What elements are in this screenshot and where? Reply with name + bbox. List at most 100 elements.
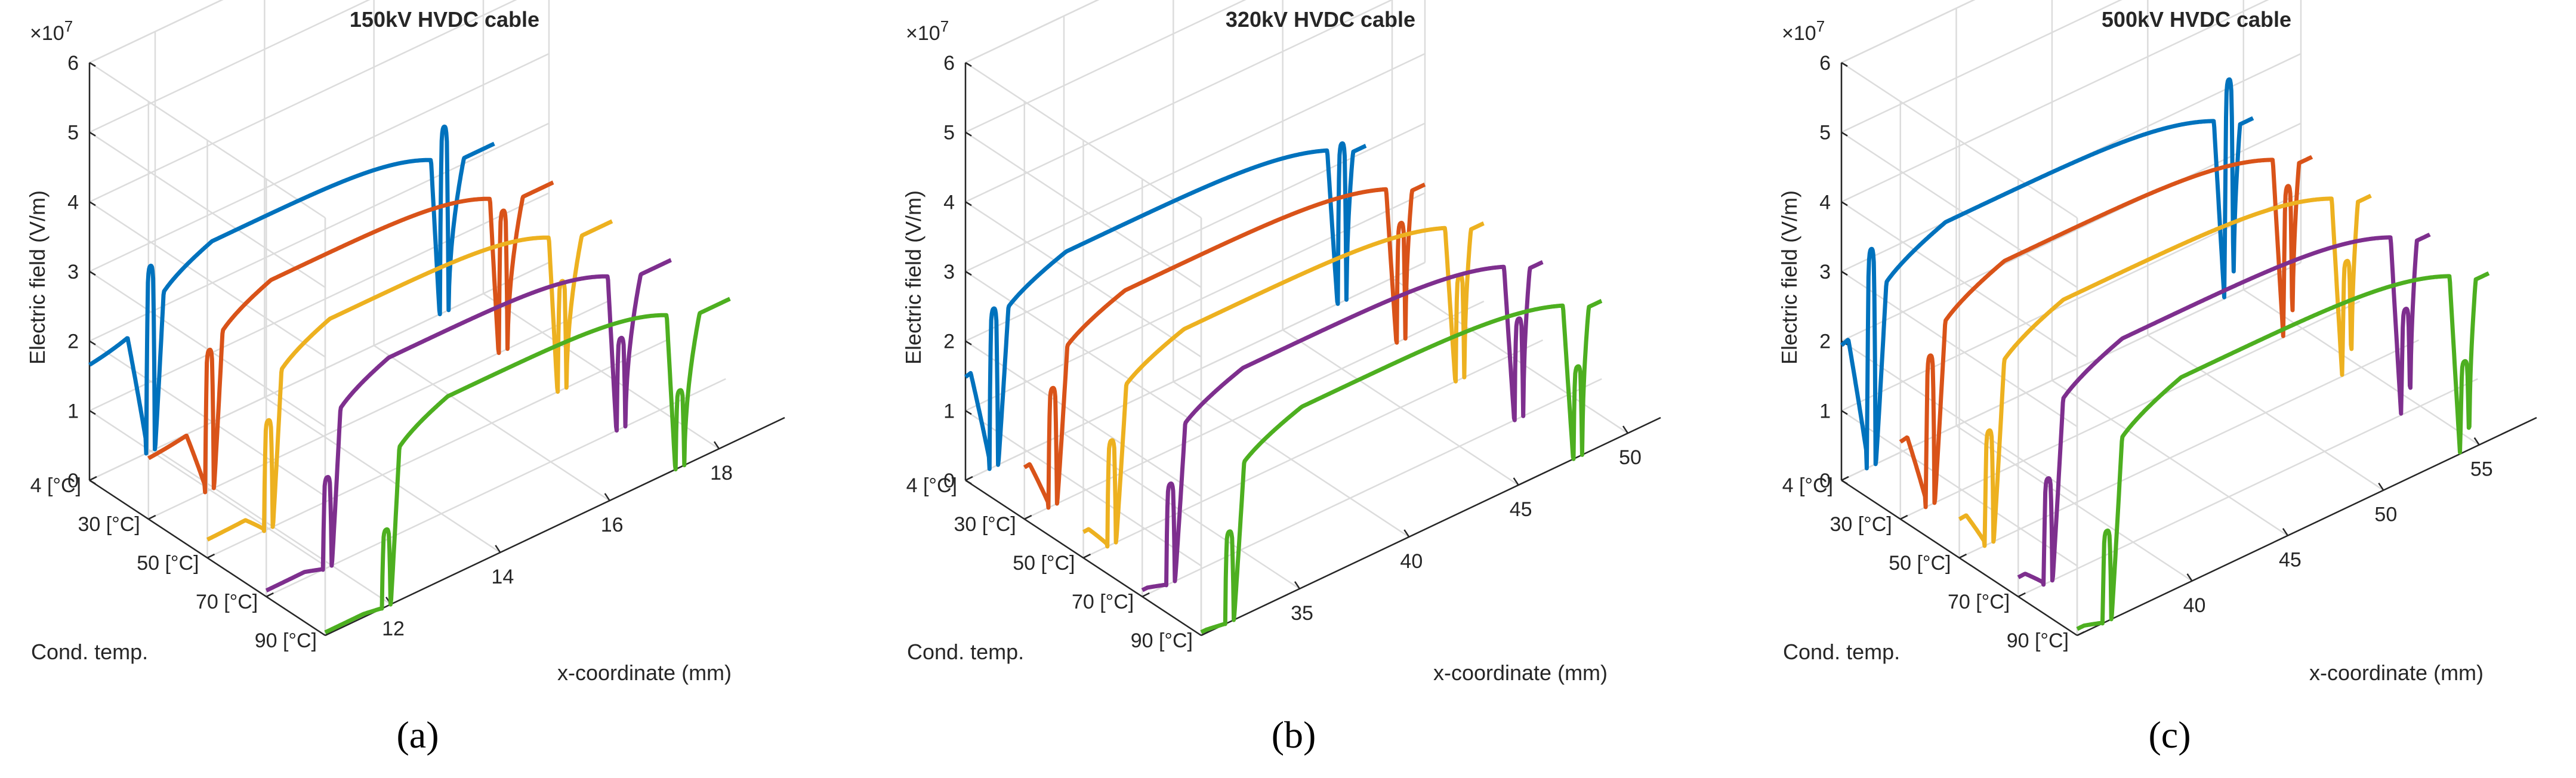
x-tick-label: 14 [491, 566, 514, 588]
x-tick [2282, 528, 2288, 536]
z-tick [1841, 201, 1848, 206]
z-tick-label: 1 [67, 400, 79, 422]
grid-line [89, 261, 550, 481]
y-tick-label: 50 [°C] [137, 552, 199, 575]
grid-line [2017, 378, 2478, 598]
z-tick [89, 410, 96, 415]
y-tick-label: 30 [°C] [954, 513, 1016, 536]
series-line [323, 297, 732, 635]
y-tick [1082, 553, 1091, 559]
y-tick [2077, 631, 2085, 637]
y-tick-label: 90 [°C] [255, 629, 317, 652]
x-tick [1294, 581, 1301, 589]
grid-line [89, 122, 550, 342]
y-tick [266, 592, 274, 598]
series-line [964, 141, 1368, 471]
grid-line [89, 0, 517, 203]
y-tick [1201, 631, 1209, 637]
z-tick-label: 3 [943, 261, 955, 283]
x-axis-title: x-coordinate (mm) [2309, 660, 2484, 685]
z-tick-label: 4 [1819, 191, 1831, 214]
x-tick-label: 16 [601, 514, 624, 536]
grid-line [1841, 0, 2122, 133]
z-tick [89, 201, 96, 206]
y-tick [1958, 553, 1967, 559]
z-tick [965, 201, 972, 206]
series-line [2075, 271, 2491, 631]
y-tick-label: 90 [°C] [1131, 629, 1193, 652]
y-tick-label: 4 [°C] [30, 474, 81, 497]
z-exponent-label: ×107 [906, 17, 949, 45]
z-tick [1841, 61, 1848, 67]
z-axis-title: Electric field (V/m) [901, 190, 925, 365]
chart-title: 150kV HVDC cable [350, 7, 539, 32]
z-tick-label: 2 [943, 331, 955, 353]
grid-line [1841, 0, 1976, 64]
grid-line [266, 378, 726, 598]
series-line [264, 258, 673, 592]
caption-a: (a) [396, 714, 439, 756]
y-tick [1024, 514, 1032, 520]
y-tick [1841, 476, 1849, 481]
caption-c: (c) [2148, 714, 2191, 756]
y-tick-label: 50 [°C] [1013, 552, 1075, 575]
grid-line [89, 53, 550, 273]
grid-line [89, 0, 224, 64]
x-axis-line [325, 416, 785, 637]
series-line [1082, 221, 1485, 549]
grid-line [1841, 0, 2269, 203]
grid-line [965, 261, 1426, 481]
x-tick [1513, 477, 1519, 486]
z-tick-label: 6 [943, 52, 955, 75]
x-tick [1403, 529, 1410, 538]
z-tick [89, 340, 96, 345]
z-axis-title: Electric field (V/m) [25, 190, 50, 365]
series-line [206, 219, 614, 542]
y-tick-label: 30 [°C] [1830, 513, 1892, 536]
series-line [1899, 155, 2314, 510]
grid-line [148, 300, 609, 520]
grid-line [965, 0, 1393, 203]
x-tick-label: 40 [2183, 594, 2206, 617]
z-tick [89, 270, 96, 276]
x-axis-line [1201, 416, 1661, 637]
grid-line [1082, 339, 1544, 559]
grid-line [965, 53, 1426, 273]
z-tick-label: 3 [67, 261, 79, 283]
grid-line [206, 339, 668, 559]
z-tick-label: 0 [67, 470, 79, 492]
grid-line [965, 122, 1426, 342]
grid-line [1142, 378, 1602, 598]
z-tick [965, 131, 972, 137]
z-axis-title: Electric field (V/m) [1777, 190, 1801, 365]
z-tick-label: 6 [1819, 52, 1831, 75]
series-line [88, 124, 496, 456]
x-tick [2378, 482, 2384, 491]
y-tick [1900, 514, 1908, 520]
z-tick-label: 1 [1819, 400, 1831, 422]
x-tick-label: 55 [2470, 458, 2493, 481]
z-tick-label: 0 [1819, 470, 1831, 492]
x-tick [2186, 573, 2193, 582]
series-line [1140, 260, 1544, 592]
z-tick [965, 410, 972, 415]
series-line [1840, 77, 2255, 471]
y-tick-label: 90 [°C] [2007, 629, 2069, 652]
z-tick [1841, 410, 1848, 415]
z-tick [89, 131, 96, 137]
x-axis-line [2077, 416, 2537, 637]
x-tick-label: 50 [1619, 446, 1642, 469]
y-tick [206, 553, 215, 559]
x-tick-label: 12 [382, 618, 405, 640]
y-tick [148, 514, 156, 520]
z-tick [1841, 131, 1848, 137]
z-tick-label: 4 [67, 191, 79, 214]
x-tick-label: 45 [2279, 549, 2302, 572]
grid-line [89, 0, 371, 133]
x-tick-label: 50 [2374, 504, 2397, 526]
z-tick-label: 5 [943, 122, 955, 144]
